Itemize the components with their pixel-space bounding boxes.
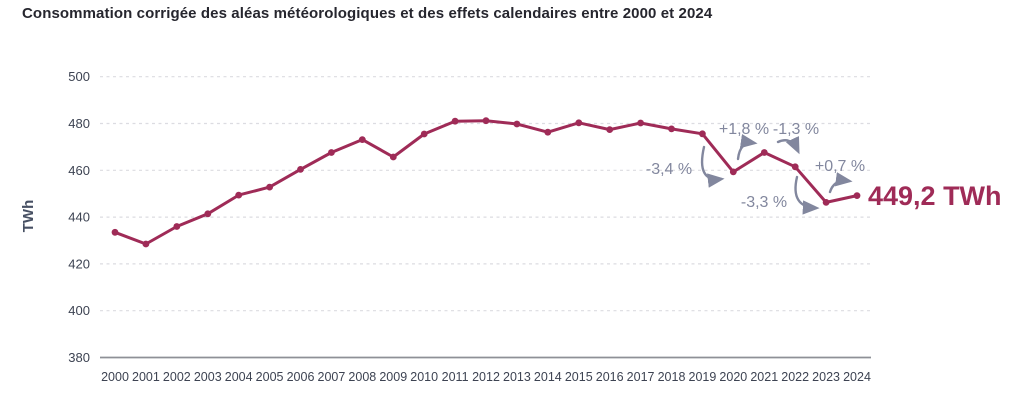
data-series: [111, 117, 861, 248]
x-tick-label-2013: 2013: [503, 370, 531, 384]
y-tick-label-380: 380: [68, 350, 90, 365]
data-point-2017: [637, 119, 644, 127]
x-tick-label-2008: 2008: [348, 370, 376, 384]
x-tick-label-2002: 2002: [163, 370, 191, 384]
data-point-2006: [297, 166, 304, 173]
data-point-2023: [822, 199, 830, 206]
data-point-2004: [235, 191, 243, 199]
data-point-2012: [482, 117, 490, 125]
annotation-arrow-2020: [700, 145, 725, 188]
data-point-2021: [760, 149, 768, 156]
data-point-2008: [358, 136, 366, 144]
data-point-2014: [544, 128, 552, 136]
x-tick-label-2017: 2017: [627, 370, 655, 384]
x-tick-label-2019: 2019: [689, 370, 717, 384]
y-tick-label-500: 500: [68, 69, 90, 84]
x-tick-label-2024: 2024: [843, 370, 871, 384]
x-tick-label-2012: 2012: [472, 370, 500, 384]
data-point-2013: [513, 120, 521, 128]
annotation-arrow-2023: [794, 175, 820, 215]
x-tick-label-2007: 2007: [318, 370, 346, 384]
data-point-2007: [328, 149, 335, 156]
annotation-arrow-2022: [776, 135, 800, 155]
data-point-2003: [204, 210, 212, 218]
data-point-2005: [266, 183, 273, 191]
x-tick-label-2006: 2006: [287, 370, 315, 384]
data-point-2015: [575, 119, 583, 127]
x-tick-label-2009: 2009: [379, 370, 407, 384]
x-tick-label-2005: 2005: [256, 370, 284, 384]
x-tick-label-2003: 2003: [194, 370, 222, 384]
axes: 380 400 420 440 460 480 500 TWh 2000 2001 2002 2003…: [20, 69, 871, 384]
final-value-label: 449,2 TWh: [868, 181, 1002, 211]
data-point-2022: [791, 163, 799, 171]
annotation-label-2021: +1,8 %: [719, 121, 769, 138]
x-tick-label-2000: 2000: [101, 370, 129, 384]
data-point-2002: [173, 223, 181, 230]
x-tick-label-2011: 2011: [442, 370, 469, 384]
x-tick-label-2023: 2023: [812, 370, 840, 384]
data-point-2000: [111, 228, 119, 236]
x-tick-label-2020: 2020: [719, 370, 747, 384]
x-tick-label-2022: 2022: [781, 370, 809, 384]
annotation-label-2022: -1,3 %: [773, 121, 819, 138]
data-point-2016: [606, 126, 614, 133]
x-tick-label-2015: 2015: [565, 370, 593, 384]
data-point-2011: [451, 117, 459, 125]
x-tick-label-2014: 2014: [534, 370, 562, 384]
consumption-line: [113, 119, 859, 246]
y-axis-title: TWh: [20, 200, 37, 232]
annotation-arrow-2024: [828, 172, 853, 194]
y-tick-label-400: 400: [68, 303, 90, 318]
x-tick-label-2021: 2021: [750, 370, 778, 384]
x-tick-label-2018: 2018: [658, 370, 686, 384]
data-point-2009: [389, 153, 397, 161]
data-point-2018: [668, 125, 675, 133]
y-tick-label-460: 460: [68, 163, 90, 178]
data-point-2019: [699, 130, 706, 138]
x-tick-label-2001: 2001: [132, 370, 160, 384]
annotations: -3,4 % +1,8 % -1,3 % -3,3 % +0,7 %449,2 TWh: [646, 121, 1002, 215]
x-tick-label-2016: 2016: [596, 370, 624, 384]
data-point-2020: [729, 168, 737, 176]
x-tick-label-2004: 2004: [225, 370, 253, 384]
annotation-label-2024: +0,7 %: [815, 158, 865, 175]
data-point-2024: [853, 192, 861, 200]
data-point-2010: [420, 130, 428, 138]
data-point-2001: [142, 240, 150, 248]
annotation-arrow-2021: [736, 134, 758, 161]
y-tick-label-420: 420: [68, 256, 90, 271]
annotation-label-2023: -3,3 %: [741, 194, 787, 211]
chart-title: Consommation corrigée des aléas météorol…: [22, 5, 713, 22]
y-tick-label-440: 440: [68, 210, 90, 225]
annotation-label-2020: -3,4 %: [646, 161, 692, 178]
y-tick-label-480: 480: [68, 116, 90, 131]
x-tick-label-2010: 2010: [410, 370, 438, 384]
